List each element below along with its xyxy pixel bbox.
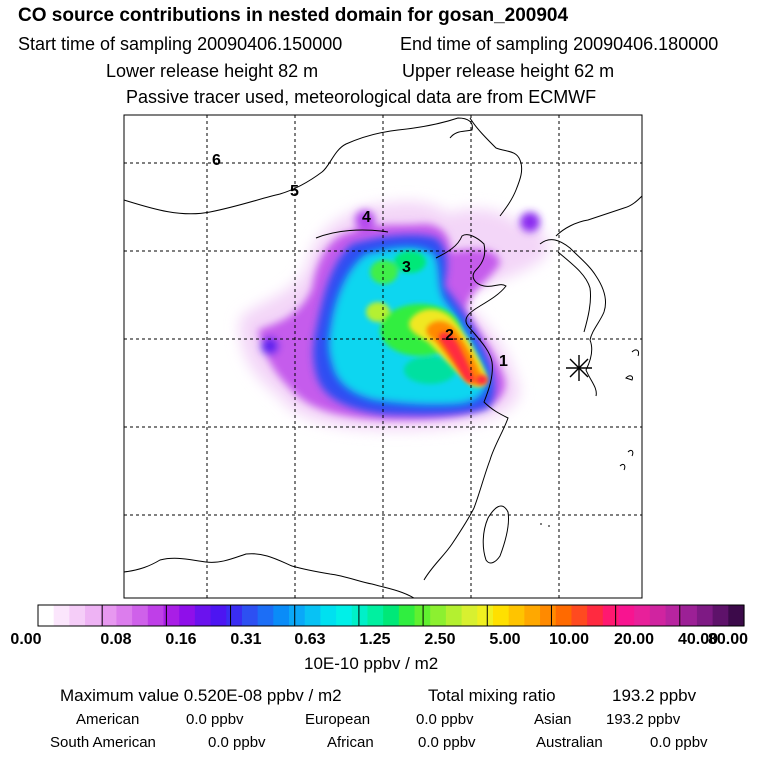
colorbar-unit-label: 10E-10 ppbv / m2 xyxy=(304,654,439,673)
european-value: 0.0 ppbv xyxy=(416,711,474,728)
colorbar-tick-label: 40.00 xyxy=(677,631,719,648)
colorbar-tick-label: 80.00 xyxy=(707,631,749,648)
plume-red xyxy=(439,332,488,385)
colorbar-cell xyxy=(100,605,118,626)
colorbar-cell xyxy=(649,605,667,626)
colorbar-cell xyxy=(132,605,149,626)
colorbar-cell xyxy=(194,605,212,626)
colorbar-cell xyxy=(320,605,337,626)
colorbar-cell xyxy=(461,605,478,626)
colorbar-cell xyxy=(53,605,70,626)
region-label: 3 xyxy=(402,259,411,276)
plume-layer xyxy=(124,115,642,598)
region-label: 5 xyxy=(290,183,299,200)
colorbar-cell xyxy=(304,605,321,626)
colorbar-cell xyxy=(728,605,745,626)
colorbar-cell xyxy=(681,605,698,626)
colorbar-tick-label: 2.50 xyxy=(424,631,456,648)
colorbar-cell xyxy=(69,605,86,626)
colorbar-tick-label: 0.16 xyxy=(165,631,197,648)
african-label: African xyxy=(327,734,374,751)
colorbar-cell xyxy=(273,605,290,626)
colorbar-cell xyxy=(179,605,196,626)
colorbar-cell xyxy=(351,605,369,626)
total-mixing-value: 193.2 ppbv xyxy=(612,686,697,705)
colorbar-cell xyxy=(696,605,714,626)
australian-label: Australian xyxy=(536,734,603,751)
grid-lines xyxy=(124,115,642,598)
colorbar-ticks xyxy=(101,605,681,626)
colorbar-cell xyxy=(163,605,180,626)
colorbar-cell xyxy=(210,605,227,626)
colorbar-tick-label: 10.00 xyxy=(548,631,590,648)
colorbar-cell xyxy=(445,605,463,626)
region-label: 2 xyxy=(445,327,454,344)
region-label: 1 xyxy=(499,353,508,370)
south-american-value: 0.0 ppbv xyxy=(208,734,266,751)
colorbar-tick-label: 5.00 xyxy=(489,631,521,648)
colorbar-cell xyxy=(398,605,416,626)
colorbar-cell xyxy=(555,605,573,626)
chart-title: CO source contributions in nested domain… xyxy=(18,5,569,26)
colorbar-cell xyxy=(147,605,165,626)
colorbar-cell xyxy=(116,605,133,626)
colorbar-tick-label: 0.00 xyxy=(10,631,42,648)
colorbar-tick-label: 0.63 xyxy=(294,631,326,648)
colorbar-cell xyxy=(712,605,729,626)
american-value: 0.0 ppbv xyxy=(186,711,244,728)
colorbar-cell xyxy=(524,605,541,626)
end-time-label: End time of sampling 20090406.180000 xyxy=(400,34,719,54)
european-label: European xyxy=(305,711,371,728)
colorbar-cell xyxy=(634,605,651,626)
colorbar-cell xyxy=(367,605,384,626)
colorbar-cell xyxy=(289,605,306,626)
colorbar-tick-label: 0.31 xyxy=(230,631,262,648)
upper-release-label: Upper release height 62 m xyxy=(402,61,615,81)
colorbar-cell xyxy=(571,605,588,626)
colorbar-tick-label: 0.08 xyxy=(100,631,132,648)
colorbar-cell xyxy=(38,605,55,626)
colorbar-frame xyxy=(37,604,745,627)
colorbar-cell xyxy=(492,605,510,626)
colorbar-tick-label: 20.00 xyxy=(613,631,655,648)
asian-label: Asian xyxy=(534,711,572,728)
colorbar-cell xyxy=(477,605,494,626)
colorbar-cell xyxy=(508,605,525,626)
receptor-asterisk-icon xyxy=(566,355,592,381)
colorbar-cell xyxy=(587,605,604,626)
total-mixing-label: Total mixing ratio xyxy=(428,686,556,705)
colorbar-cell xyxy=(618,605,635,626)
colorbar-cell xyxy=(257,605,274,626)
maximum-value: Maximum value 0.520E-08 ppbv / m2 xyxy=(60,686,342,705)
colorbar-cell xyxy=(226,605,243,626)
colorbar-cell xyxy=(540,605,557,626)
colorbar xyxy=(38,605,745,626)
region-label: 4 xyxy=(362,209,371,226)
colorbar-cell xyxy=(430,605,447,626)
australian-value: 0.0 ppbv xyxy=(650,734,708,751)
colorbar-cell xyxy=(85,605,102,626)
colorbar-cell xyxy=(665,605,682,626)
map-frame xyxy=(123,114,643,599)
asian-value: 193.2 ppbv xyxy=(606,711,681,728)
lower-release-label: Lower release height 82 m xyxy=(106,61,319,81)
south-american-label: South American xyxy=(50,734,156,751)
african-value: 0.0 ppbv xyxy=(418,734,476,751)
start-time-label: Start time of sampling 20090406.150000 xyxy=(18,34,343,54)
tracer-note: Passive tracer used, meteorological data… xyxy=(126,87,597,107)
colorbar-tick-label: 1.25 xyxy=(359,631,391,648)
colorbar-cell xyxy=(241,605,259,626)
colorbar-cell xyxy=(336,605,353,626)
region-label: 6 xyxy=(212,152,221,169)
american-label: American xyxy=(76,711,140,728)
colorbar-cell xyxy=(602,605,620,626)
colorbar-cell xyxy=(383,605,400,626)
